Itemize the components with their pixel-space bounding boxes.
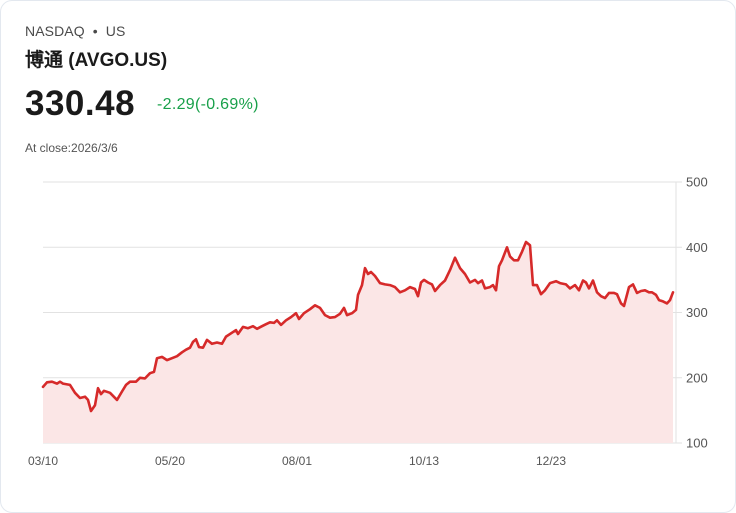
y-tick-label: 300 (686, 305, 708, 320)
x-axis: 03/10 05/20 08/01 10/13 12/23 (28, 454, 566, 468)
exchange-line: NASDAQ • US (25, 23, 125, 39)
exchange-name: NASDAQ (25, 23, 85, 39)
y-axis: 500 400 300 200 100 (686, 175, 708, 451)
x-tick-label: 12/23 (536, 454, 566, 468)
x-tick-label: 05/20 (155, 454, 185, 468)
current-price: 330.48 (25, 84, 136, 123)
x-tick-label: 10/13 (409, 454, 439, 468)
price-change: -2.29(-0.69%) (157, 96, 259, 113)
x-tick-label: 03/10 (28, 454, 58, 468)
chart-area-fill (43, 242, 673, 443)
y-tick-label: 400 (686, 240, 708, 255)
y-tick-label: 100 (686, 436, 708, 451)
close-timestamp: At close:2026/3/6 (25, 141, 118, 155)
stock-title: 博通 (AVGO.US) (25, 50, 168, 71)
separator-dot: • (92, 23, 98, 39)
y-tick-label: 200 (686, 370, 708, 385)
chart-price-line (41, 240, 675, 413)
region-label: US (105, 23, 126, 39)
y-tick-label: 500 (686, 175, 708, 190)
x-tick-label: 08/01 (282, 454, 312, 468)
